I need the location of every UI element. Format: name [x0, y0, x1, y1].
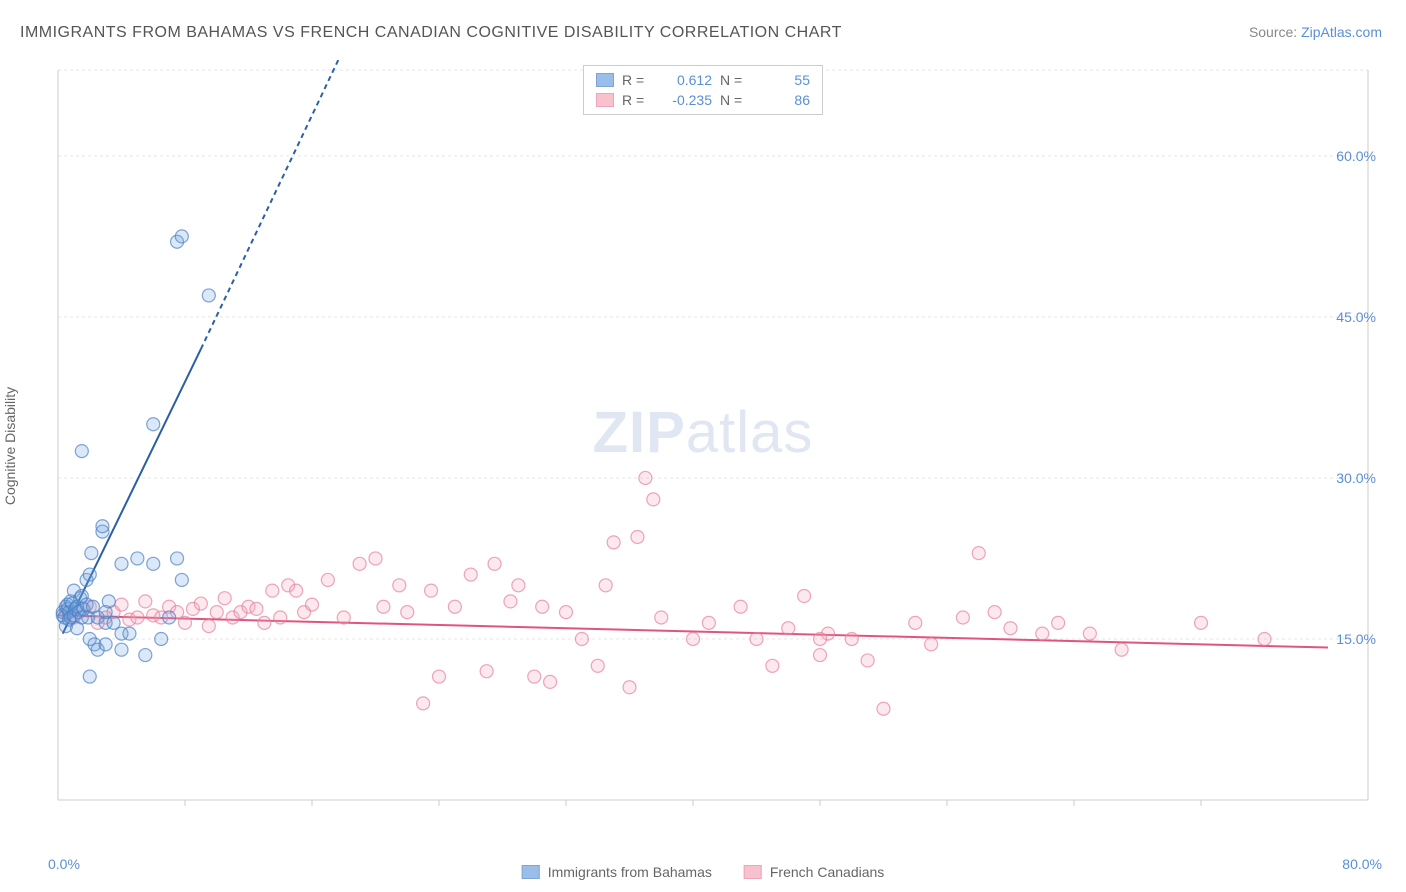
legend-item-bahamas: Immigrants from Bahamas — [522, 864, 712, 880]
swatch-french — [596, 93, 614, 107]
legend-label-bahamas: Immigrants from Bahamas — [548, 864, 712, 880]
scatter-chart — [48, 60, 1384, 828]
y-tick-label: 30.0% — [1336, 470, 1376, 486]
chart-title: IMMIGRANTS FROM BAHAMAS VS FRENCH CANADI… — [20, 24, 842, 42]
legend-stats: R = 0.612 N = 55 R = -0.235 N = 86 — [583, 65, 823, 115]
r-value-bahamas: 0.612 — [658, 72, 712, 88]
legend-series: Immigrants from Bahamas French Canadians — [522, 864, 885, 880]
n-value-french: 86 — [756, 92, 810, 108]
source-link[interactable]: ZipAtlas.com — [1301, 24, 1382, 40]
y-axis-label: Cognitive Disability — [2, 387, 18, 505]
n-value-bahamas: 55 — [756, 72, 810, 88]
r-label: R = — [622, 92, 650, 108]
legend-stats-row-french: R = -0.235 N = 86 — [596, 90, 810, 110]
r-value-french: -0.235 — [658, 92, 712, 108]
chart-area — [48, 60, 1384, 828]
n-label: N = — [720, 72, 748, 88]
x-tick-min: 0.0% — [48, 856, 80, 872]
r-label: R = — [622, 72, 650, 88]
legend-label-french: French Canadians — [770, 864, 884, 880]
legend-item-french: French Canadians — [744, 864, 884, 880]
y-tick-label: 60.0% — [1336, 148, 1376, 164]
legend-stats-row-bahamas: R = 0.612 N = 55 — [596, 70, 810, 90]
swatch-french — [744, 865, 762, 879]
source-attribution: Source: ZipAtlas.com — [1249, 24, 1382, 40]
swatch-bahamas — [596, 73, 614, 87]
source-label: Source: — [1249, 24, 1301, 40]
y-tick-label: 45.0% — [1336, 309, 1376, 325]
x-tick-max: 80.0% — [1342, 856, 1382, 872]
n-label: N = — [720, 92, 748, 108]
swatch-bahamas — [522, 865, 540, 879]
y-tick-label: 15.0% — [1336, 631, 1376, 647]
